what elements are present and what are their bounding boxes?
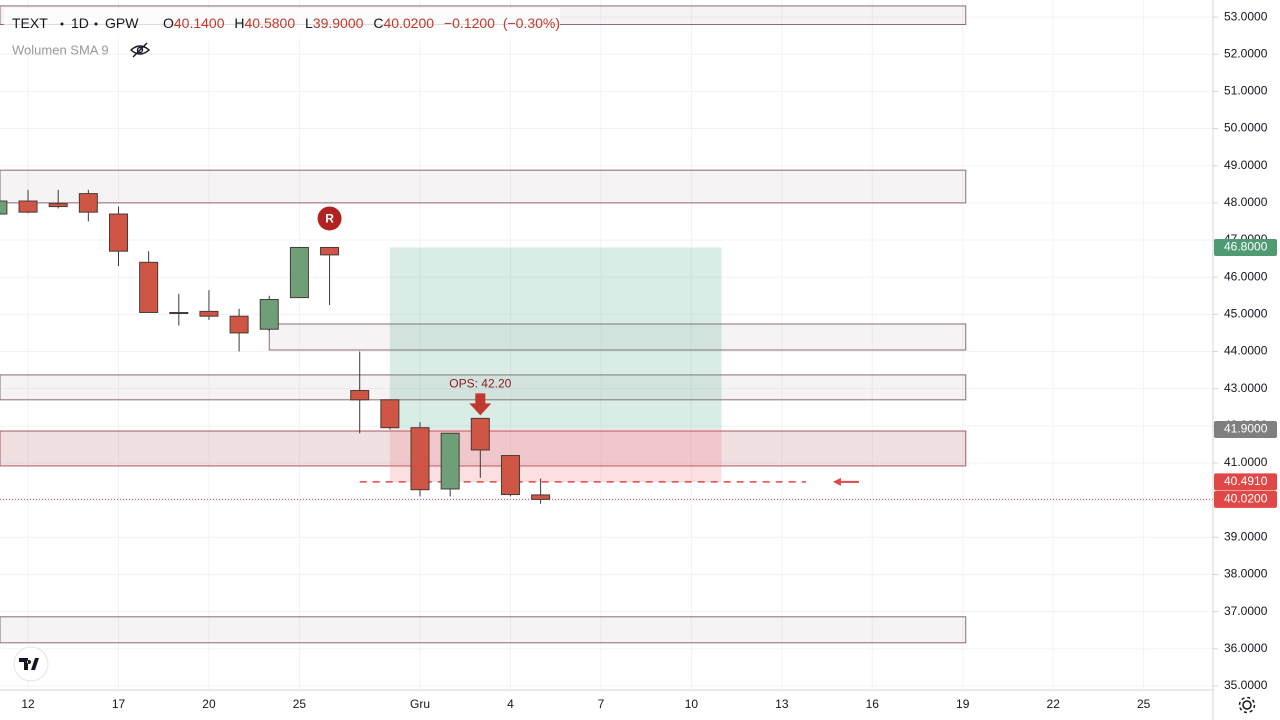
- candle-body: [169, 311, 189, 314]
- position-loss: [389, 429, 722, 482]
- marker: [317, 206, 342, 231]
- candle-body: [410, 427, 430, 491]
- symbol: TEXT: [12, 15, 48, 31]
- x-tick-label: 20: [202, 697, 216, 711]
- x-tick-label: 17: [112, 697, 126, 711]
- tv-logo[interactable]: [13, 646, 49, 682]
- y-tick-label: 44.0000: [1224, 344, 1268, 358]
- x-tick-label: 25: [293, 697, 307, 711]
- price-label: 40.0200: [1224, 492, 1268, 506]
- x-tick-label: Gru: [410, 697, 430, 711]
- ohlc-value: 40.0200: [383, 15, 434, 31]
- price-label: 41.9000: [1224, 422, 1268, 436]
- hide-icon[interactable]: [129, 42, 151, 58]
- y-tick-label: 53.0000: [1224, 9, 1268, 23]
- candle-body: [259, 298, 279, 330]
- ohlc-key: H: [234, 15, 244, 31]
- y-tick-label: 49.0000: [1224, 158, 1268, 172]
- x-tick-label: 25: [1137, 697, 1151, 711]
- annotation-arrow: [469, 393, 492, 416]
- y-tick-label: 39.0000: [1224, 529, 1268, 543]
- exchange: GPW: [105, 15, 139, 31]
- price-label: 46.8000: [1224, 240, 1268, 254]
- candle-body: [531, 494, 551, 500]
- y-tick-label: 50.0000: [1224, 121, 1268, 135]
- separator: [60, 22, 64, 26]
- x-tick-label: 10: [685, 697, 699, 711]
- drawings: [0, 5, 1213, 644]
- candle-body: [500, 455, 520, 496]
- y-tick-label: 37.0000: [1224, 604, 1268, 618]
- zone: [0, 616, 967, 644]
- ohlc-key: L: [305, 15, 313, 31]
- price-label-bg: [1214, 238, 1277, 256]
- candle-body: [18, 200, 38, 213]
- candle-body: [470, 417, 490, 451]
- x-tick-label: 7: [598, 697, 605, 711]
- candle-body: [440, 432, 460, 490]
- candle-body: [289, 246, 309, 299]
- x-tick-label: 22: [1047, 697, 1061, 711]
- interval: 1D: [71, 15, 89, 31]
- candle-body: [320, 246, 340, 256]
- x-tick-label: 13: [775, 697, 789, 711]
- indicator: Wolumen SMA 9: [12, 42, 109, 57]
- zone: [0, 169, 967, 204]
- y-tick-label: 36.0000: [1224, 641, 1268, 655]
- price-label-bg: [1214, 490, 1277, 508]
- legend: TEXT 1D GPW O40.1400 H40.5800 L39.9000 C…: [4, 8, 560, 58]
- ohlc-key: C: [373, 15, 383, 31]
- candle-body: [78, 193, 98, 213]
- y-tick-label: 35.0000: [1224, 678, 1268, 692]
- legend-line: TEXT 1D GPW O40.1400 H40.5800 L39.9000 C…: [12, 15, 560, 31]
- candle-body: [139, 261, 159, 313]
- ohlc-value: 40.1400: [174, 15, 225, 31]
- y-tick-label: 51.0000: [1224, 84, 1268, 98]
- price-label: 40.4910: [1224, 474, 1268, 488]
- change-percent: (−0.30%): [503, 15, 560, 31]
- price-label-bg: [1214, 421, 1277, 439]
- price-label-bg: [1214, 473, 1277, 491]
- candles: R OPS: 42.20: [0, 189, 551, 504]
- y-tick-label: 52.0000: [1224, 46, 1268, 60]
- ohlc-value: 39.9000: [313, 15, 364, 31]
- y-tick-label: 38.0000: [1224, 567, 1268, 581]
- x-tick-label: 12: [21, 697, 35, 711]
- candle-body: [229, 315, 249, 334]
- y-tick-label: 43.0000: [1224, 381, 1268, 395]
- candle-body: [199, 310, 219, 317]
- change: −0.1200: [444, 15, 495, 31]
- annotation-label: OPS: 42.20: [449, 377, 511, 391]
- y-tick-label: 45.0000: [1224, 307, 1268, 321]
- candle-body: [380, 399, 400, 429]
- x-tick-label: 16: [866, 697, 880, 711]
- y-tick-label: 41.0000: [1224, 455, 1268, 469]
- x-tick-label: 4: [507, 697, 514, 711]
- candle-body: [0, 200, 8, 215]
- x-tick-label: 19: [956, 697, 970, 711]
- separator: [94, 22, 98, 26]
- position-profit: [389, 247, 722, 430]
- candle-body: [48, 203, 68, 208]
- ohlc-value: 40.5800: [245, 15, 296, 31]
- arrow: [832, 477, 859, 486]
- y-tick-label: 48.0000: [1224, 195, 1268, 209]
- candle-body: [350, 390, 370, 401]
- zone: [268, 323, 967, 351]
- ohlc-key: O: [163, 15, 174, 31]
- candle-body: [108, 213, 128, 252]
- marker-label: R: [325, 212, 334, 226]
- y-tick-label: 46.0000: [1224, 269, 1268, 283]
- settings-icon[interactable]: [1238, 696, 1256, 714]
